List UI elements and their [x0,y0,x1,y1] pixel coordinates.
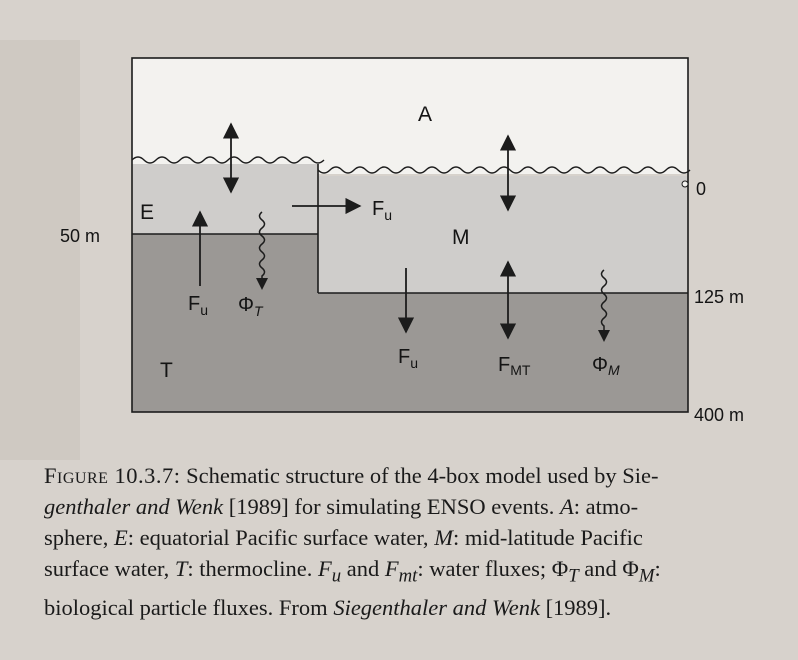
caption-text: biological particle fluxes. From [44,594,334,620]
caption-text: surface water, [44,556,175,581]
midlatitude-surface-box [318,176,688,293]
particle-flux-arrows [256,211,610,342]
caption-text: : water fluxes; [417,556,552,581]
flux-label-phi-t: ΦT [238,294,264,319]
svg-text:Fu: Fu [188,293,208,318]
svg-text:Fu: Fu [398,346,418,371]
caption-text: [1989] for simulating ENSO events. [223,494,560,519]
svg-text:Fu: Fu [372,198,392,223]
flux-label-fmt: FMT [498,354,531,378]
svg-text:FMT: FMT [498,354,531,378]
depth-label-125: 125 m [694,287,744,307]
box-label-e: E [140,201,154,224]
caption-text: sphere, [44,525,114,550]
caption-symbol: F [318,556,332,581]
caption-text: and [578,556,623,581]
figure-number: Figure 10.3.7: [44,463,181,488]
caption-line-4: surface water, T: thermocline. Fu and Fm… [44,553,774,592]
caption-text: : [654,556,661,581]
caption-symbol: Φ [551,556,569,581]
caption-subscript: mt [398,565,418,587]
depth-label-0: 0 [696,179,706,199]
phi-m-wiggle-arrow [600,269,608,334]
atmosphere-box [132,58,688,174]
phi-t-wiggle-head [256,278,268,290]
caption-text: and [341,556,385,581]
caption-symbol: E [113,525,128,550]
depth-zero-marker [681,180,689,188]
svg-text:ΦT: ΦT [238,294,264,319]
caption-line-3: sphere, E: equatorial Pacific surface wa… [44,522,774,553]
flux-label-phi-m: ΦM [592,354,620,378]
box-label-m: M [452,226,470,249]
flux-label-fu-upwelling: Fu [188,293,208,318]
caption-symbol: M [434,525,453,550]
equatorial-surface-box [132,164,318,234]
caption-authors: Siegenthaler and Wenk [333,594,540,620]
caption-line-2: genthaler and Wenk [1989] for simulating… [44,491,774,522]
caption-text: : mid-latitude Pacific [452,525,643,550]
caption-subscript: T [568,565,579,587]
phi-m-wiggle-head [598,330,610,342]
box-label-t: T [160,359,173,382]
caption-line-5: biological particle fluxes. From Siegent… [44,592,774,623]
caption-symbol: Φ [622,556,639,581]
flux-arrows [191,122,517,340]
caption-subscript: M [638,565,655,587]
svg-text:ΦM: ΦM [592,354,620,378]
phi-t-wiggle-arrow [258,211,266,286]
box-label-a: A [418,103,432,126]
caption-text: : atmo- [573,494,639,519]
caption-line-1: Figure 10.3.7: Schematic structure of th… [44,460,774,491]
caption-symbol: F [384,556,399,581]
box-model-figure: A E M T 0 50 m 125 m 400 m Fu Fu ΦT Fu F… [60,57,745,425]
caption-symbol: A [559,494,574,519]
caption-text: Schematic structure of the 4-box model u… [186,463,659,488]
caption-text: : thermocline. [187,556,319,581]
depth-label-50: 50 m [60,226,100,246]
flux-label-fu-downwelling: Fu [398,346,418,371]
caption-subscript: u [331,565,342,587]
depth-label-400: 400 m [694,405,744,425]
caption-text: [1989]. [539,594,612,620]
caption-authors: genthaler and Wenk [44,494,224,519]
figure-caption: Figure 10.3.7: Schematic structure of th… [44,460,774,623]
caption-symbol: T [174,556,188,581]
caption-text: : equatorial Pacific surface water, [127,525,435,550]
flux-label-fu-em: Fu [372,198,392,223]
